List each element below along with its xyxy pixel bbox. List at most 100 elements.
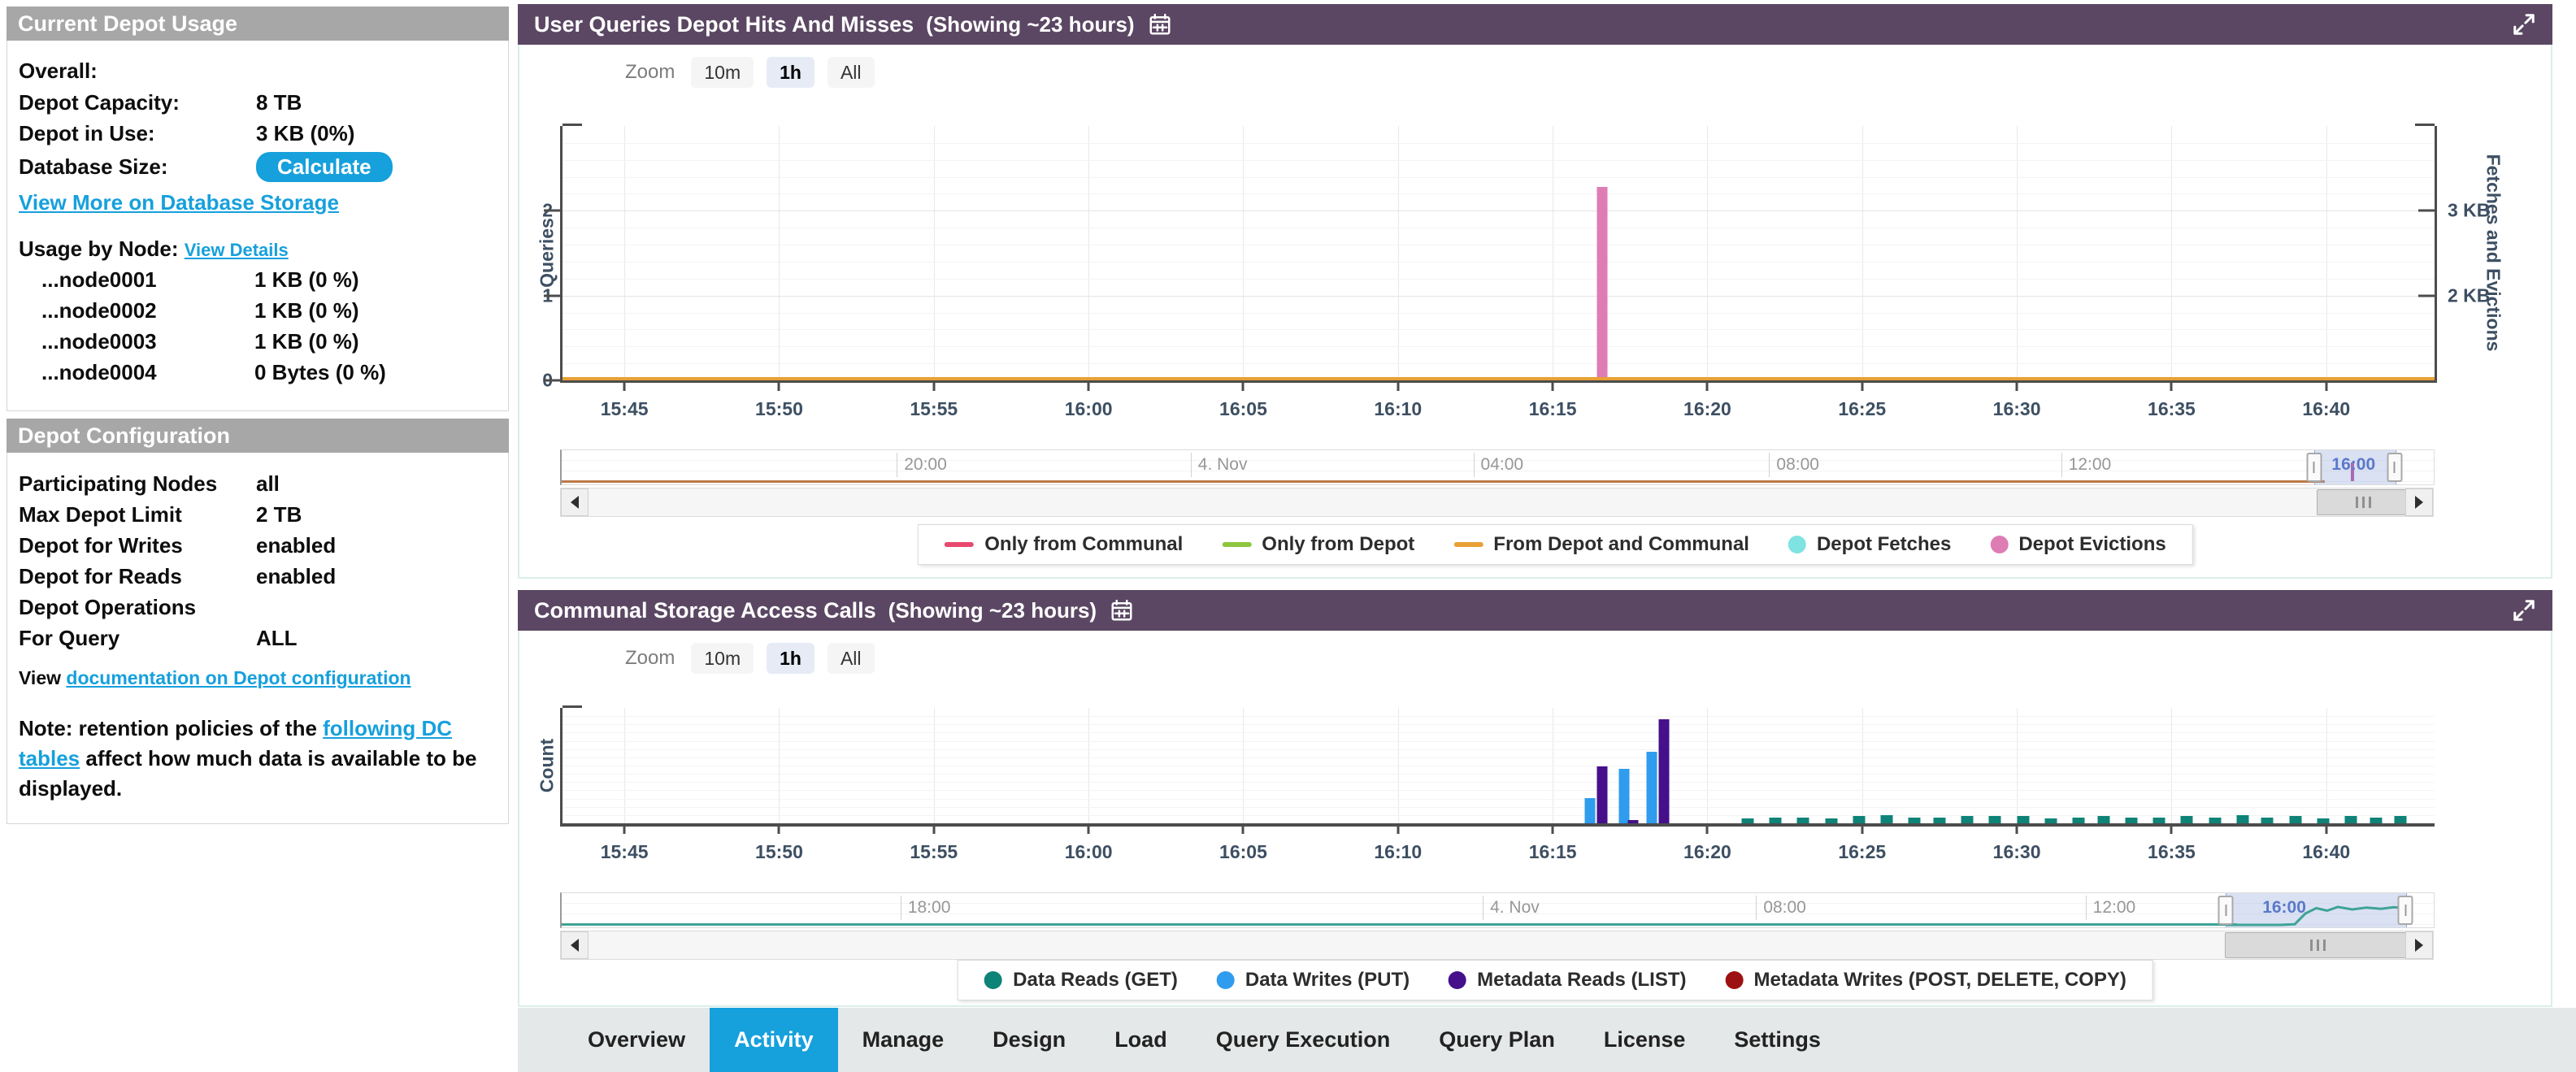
bar-data-reads-get	[2394, 816, 2407, 823]
legend-item-from-depot-and-communal[interactable]: From Depot and Communal	[1453, 533, 1749, 556]
panel-title: Current Depot Usage	[7, 7, 509, 41]
x-gridline	[2171, 126, 2173, 380]
tab-license[interactable]: License	[1603, 1027, 1686, 1052]
legend-item-data-writes-put[interactable]: Data Writes (PUT)	[1216, 969, 1410, 992]
legend-item-only-from-communal[interactable]: Only from Communal	[945, 533, 1183, 556]
y-gridline	[563, 176, 2435, 178]
tab-settings[interactable]: Settings	[1734, 1027, 1821, 1052]
bar-metadata-reads-list	[1596, 766, 1608, 823]
right-arrow-icon[interactable]	[2405, 931, 2433, 959]
depot-configuration-doc-link[interactable]: documentation on Depot configuration	[66, 667, 411, 688]
zoom-all-button[interactable]: All	[827, 642, 875, 674]
view-more-database-storage-link[interactable]: View More on Database Storage	[19, 190, 339, 215]
legend-item-metadata-writes-post-delete-copy[interactable]: Metadata Writes (POST, DELETE, COPY)	[1725, 969, 2126, 992]
bar-metadata-reads-list	[1627, 819, 1639, 823]
view-details-link[interactable]: View Details	[184, 240, 289, 260]
bar-data-writes-put	[1646, 751, 1657, 823]
dc-tables-link[interactable]: following DC tables	[19, 716, 452, 770]
legend-swatch	[1222, 542, 1252, 547]
retention-note: Note: retention policies of the followin…	[19, 714, 497, 804]
x-tick-label: 16:25	[1838, 841, 1887, 862]
expand-icon[interactable]	[2512, 598, 2536, 623]
scrollbar-thumb[interactable]	[2225, 932, 2411, 958]
navigator-label: 18:00	[900, 896, 950, 920]
x-tick-label: 15:50	[755, 398, 803, 419]
config-row: Depot Operations	[19, 595, 497, 620]
y-right-tick	[2418, 294, 2435, 297]
tab-overview[interactable]: Overview	[588, 1027, 686, 1052]
bar-data-reads-get	[2017, 816, 2030, 823]
left-arrow-icon[interactable]	[561, 488, 589, 516]
zoom-all-button[interactable]: All	[827, 56, 875, 88]
bar-data-reads-get	[2317, 818, 2330, 823]
x-tick-label: 16:10	[1374, 398, 1423, 419]
x-tick	[1241, 380, 1245, 391]
x-gridline	[2017, 126, 2018, 380]
usage-by-node-label: Usage by Node:	[19, 237, 179, 261]
x-gridline	[2326, 126, 2327, 380]
left-arrow-icon[interactable]	[561, 931, 589, 959]
tab-query-execution[interactable]: Query Execution	[1215, 1027, 1391, 1052]
y-axis-title-left: Queries	[536, 218, 558, 288]
chart-showing-range: (Showing ~23 hours)	[888, 597, 1097, 623]
calendar-icon[interactable]	[1148, 12, 1172, 37]
selection-handle-right[interactable]	[2397, 896, 2413, 925]
zoom-10m-button[interactable]: 10m	[691, 642, 754, 674]
calendar-icon[interactable]	[1110, 598, 1134, 623]
x-tick	[2170, 823, 2173, 834]
navigator-label: 12:00	[2061, 453, 2111, 477]
legend-swatch	[1788, 536, 1806, 553]
navigator[interactable]: 18:00 4. Nov 08:00 12:00 16:00	[560, 892, 2435, 928]
selection-handle-right[interactable]	[2387, 453, 2403, 482]
field-value: 3 KB (0%)	[256, 121, 355, 145]
current-depot-usage-panel: Current Depot Usage Overall: Depot Capac…	[7, 7, 509, 411]
config-value: enabled	[256, 564, 337, 588]
tab-activity[interactable]: Activity	[710, 1008, 838, 1072]
legend-item-depot-evictions[interactable]: Depot Evictions	[1990, 533, 2166, 556]
x-tick	[1861, 823, 1864, 834]
config-value: ALL	[256, 626, 298, 650]
scrollbar[interactable]	[560, 488, 2434, 517]
tab-query-plan[interactable]: Query Plan	[1439, 1027, 1555, 1052]
bar-data-reads-get	[2236, 815, 2249, 823]
zoom-label: Zoom	[625, 647, 675, 669]
bar-data-reads-get	[1908, 817, 1921, 823]
plot-area[interactable]: 15:45 15:50 15:55 16:00 16:05 16:10 16:15 16:20…	[560, 705, 2435, 862]
x-tick	[1861, 380, 1864, 391]
scrollbar-thumb[interactable]	[2317, 489, 2411, 515]
node-name: ...node0003	[41, 329, 157, 354]
calculate-button[interactable]: Calculate	[256, 152, 393, 182]
axis-cap	[563, 705, 582, 708]
expand-icon[interactable]	[2512, 12, 2536, 37]
chart-header: User Queries Depot Hits And Misses (Show…	[518, 4, 2552, 45]
y-tick	[544, 209, 560, 212]
x-tick	[1397, 823, 1400, 834]
tab-manage[interactable]: Manage	[862, 1027, 945, 1052]
config-label: Max Depot Limit	[19, 502, 182, 527]
navigator-label: 08:00	[1769, 453, 1819, 477]
x-tick-label: 16:20	[1683, 841, 1731, 862]
selection-handle-left[interactable]	[2218, 896, 2234, 925]
navigator[interactable]: 20:00 4. Nov 04:00 08:00 12:00 16:00	[560, 449, 2435, 485]
selection-handle-left[interactable]	[2306, 453, 2322, 482]
scrollbar[interactable]	[560, 931, 2434, 960]
zoom-10m-button[interactable]: 10m	[691, 56, 754, 88]
bar-data-reads-get	[2180, 816, 2193, 823]
legend-item-only-from-depot[interactable]: Only from Depot	[1222, 533, 1414, 556]
tab-load[interactable]: Load	[1114, 1027, 1167, 1052]
legend-item-metadata-reads-list[interactable]: Metadata Reads (LIST)	[1449, 969, 1687, 992]
zoom-1h-button[interactable]: 1h	[767, 642, 815, 674]
x-tick	[2170, 380, 2173, 391]
tab-design[interactable]: Design	[993, 1027, 1066, 1052]
legend-item-data-reads-get[interactable]: Data Reads (GET)	[984, 969, 1178, 992]
node-name: ...node0001	[41, 267, 157, 292]
legend-label: Only from Communal	[984, 533, 1184, 555]
legend-swatch	[984, 971, 1003, 989]
x-gridline	[933, 126, 935, 380]
right-arrow-icon[interactable]	[2405, 488, 2433, 516]
plot-area[interactable]: 15:45 15:50 15:55 16:00 16:05 16:10 16:15 16:20…	[542, 124, 2490, 419]
navigator-selection[interactable]	[2226, 893, 2408, 927]
x-gridline	[1397, 126, 1399, 380]
zoom-1h-button[interactable]: 1h	[767, 56, 815, 88]
legend-item-depot-fetches[interactable]: Depot Fetches	[1788, 533, 1951, 556]
